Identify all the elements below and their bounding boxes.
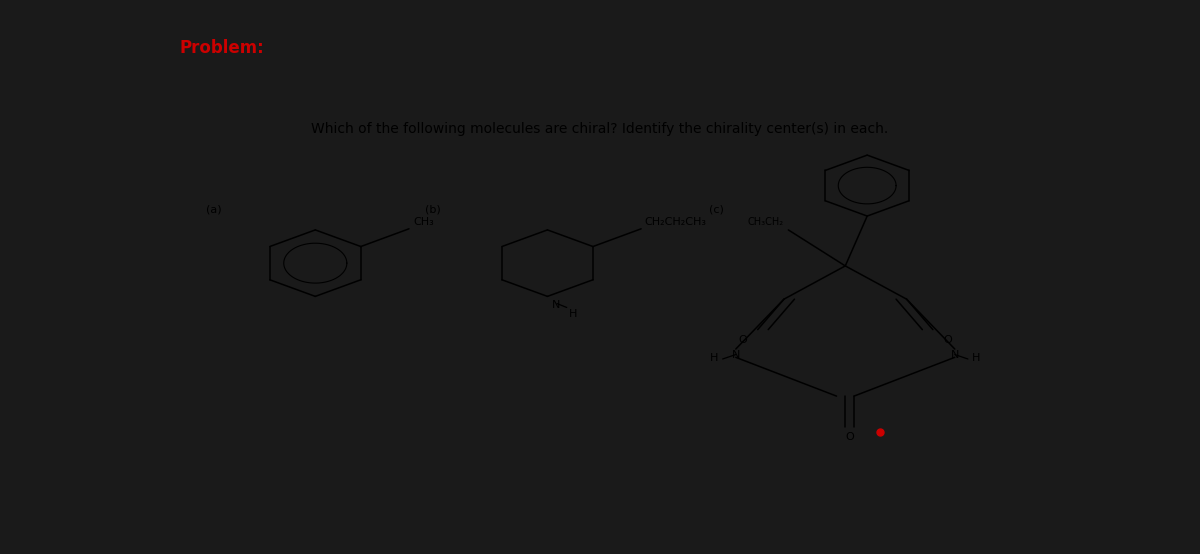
- Text: H: H: [710, 353, 719, 363]
- Text: O: O: [845, 432, 854, 442]
- Text: N: N: [732, 350, 740, 360]
- Text: Problem:: Problem:: [180, 39, 264, 57]
- Text: CH₃: CH₃: [413, 217, 434, 227]
- Text: O: O: [943, 335, 952, 345]
- Text: Which of the following molecules are chiral? Identify the chirality center(s) in: Which of the following molecules are chi…: [311, 122, 889, 136]
- Text: CH₃CH₂: CH₃CH₂: [748, 217, 784, 227]
- Text: O: O: [738, 335, 748, 345]
- Text: (b): (b): [425, 205, 440, 215]
- Text: N: N: [950, 350, 959, 360]
- Text: H: H: [972, 353, 980, 363]
- Text: N: N: [552, 300, 560, 310]
- Text: CH₂CH₂CH₃: CH₂CH₂CH₃: [644, 217, 707, 227]
- Text: (c): (c): [709, 205, 725, 215]
- Text: (a): (a): [206, 205, 222, 215]
- Text: H: H: [569, 309, 577, 319]
